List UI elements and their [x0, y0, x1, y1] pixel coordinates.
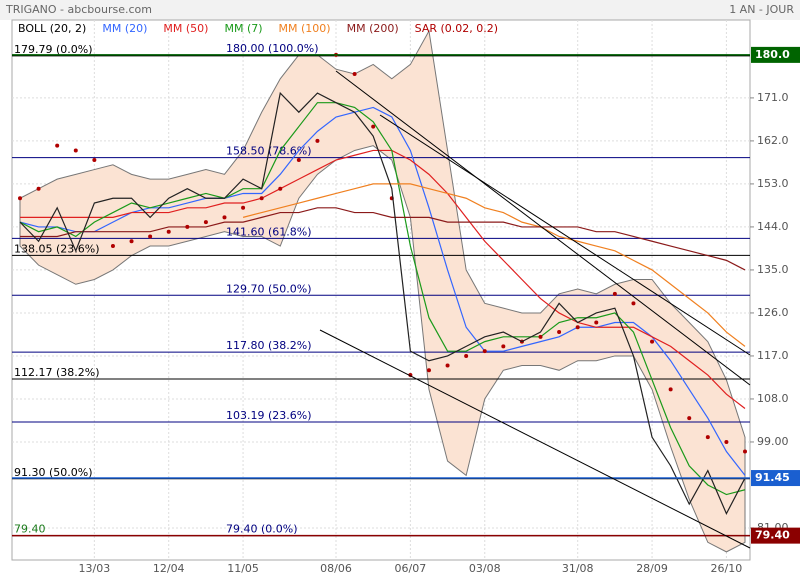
y-tick-label: 126.0: [757, 306, 789, 319]
sar-dot: [724, 439, 729, 444]
sar-dot: [278, 186, 283, 191]
price-marker: [751, 527, 800, 544]
sar-dot: [538, 334, 543, 339]
sar-dot: [185, 224, 190, 229]
legend-entry: SAR (0.02, 0.2): [415, 22, 498, 35]
legend-entry: MM (7): [224, 22, 262, 35]
y-tick-label: 108.0: [757, 392, 789, 405]
x-tick-label: 06/07: [395, 562, 427, 575]
legend-entry: BOLL (20, 2): [18, 22, 86, 35]
y-tick-label: 99.00: [757, 435, 789, 448]
legend-entry: MM (100): [279, 22, 331, 35]
series-line: [20, 207, 746, 271]
legend-entry: MM (20): [102, 22, 147, 35]
level-label: 138.05 (23.6%): [14, 242, 100, 255]
trendline: [319, 329, 751, 549]
sar-dot: [482, 349, 487, 354]
sar-dot: [743, 449, 747, 454]
level-label: 112.17 (38.2%): [14, 366, 100, 379]
sar-dot: [371, 124, 376, 129]
sar-dot: [18, 196, 22, 201]
sar-dot: [55, 143, 60, 148]
level-label: 141.60 (61.8%): [226, 225, 312, 238]
x-tick-label: 31/08: [562, 562, 594, 575]
series-line: [19, 91, 746, 516]
trendlines: [319, 70, 751, 549]
price-marker-label: 91.45: [755, 471, 790, 484]
y-tick-label: 135.0: [757, 263, 789, 276]
sar-dot: [594, 320, 599, 325]
sar-dot: [92, 158, 97, 163]
series-line: [20, 149, 746, 409]
sar-dot: [296, 158, 301, 163]
sar-dot: [222, 215, 227, 220]
x-tick-label: 26/10: [711, 562, 743, 575]
y-tick-label: 162.0: [757, 134, 789, 147]
level-label: 129.70 (50.0%): [226, 282, 312, 295]
x-tick-label: 03/08: [469, 562, 501, 575]
sar-dot: [315, 138, 320, 143]
sar-dot: [129, 239, 134, 244]
sar-dot: [445, 363, 450, 368]
trendline: [379, 114, 751, 356]
series-line: [19, 102, 746, 496]
level-label: 103.19 (23.6%): [226, 409, 312, 422]
sar-dot: [426, 368, 431, 373]
plot: 81.0099.00108.0117.0126.0135.0144.0153.0…: [12, 20, 800, 575]
level-label: 91.30 (50.0%): [14, 466, 93, 479]
sar-dot: [148, 234, 153, 239]
sar-dot: [557, 330, 562, 335]
price-marker-label: 180.0: [755, 48, 790, 61]
y-tick-label: 144.0: [757, 220, 789, 233]
y-tick-label: 153.0: [757, 177, 789, 190]
price-marker-label: 79.40: [755, 529, 790, 542]
sar-dot: [631, 301, 636, 306]
x-tick-label: 08/06: [320, 562, 352, 575]
legend-entry: MM (50): [163, 22, 208, 35]
legend: BOLL (20, 2) MM (20) MM (50) MM (7) MM (100)…: [18, 22, 498, 35]
sar-dot: [203, 220, 208, 225]
sar-dot: [73, 148, 78, 153]
y-tick-label: 117.0: [757, 349, 789, 362]
x-tick-label: 13/03: [79, 562, 111, 575]
x-tick-label: 12/04: [153, 562, 185, 575]
sar-dot: [501, 344, 506, 349]
top-bar: [0, 0, 800, 20]
sar-dot: [241, 205, 246, 210]
series-line: [242, 183, 746, 347]
price-marker: [751, 46, 800, 63]
sar-dot: [687, 416, 692, 421]
trendline: [335, 70, 751, 386]
sar-dot: [166, 229, 171, 234]
x-tick-label: 28/09: [636, 562, 668, 575]
sar-dot: [259, 196, 264, 201]
level-label: 179.79 (0.0%): [14, 43, 93, 56]
price-marker: [751, 470, 800, 487]
sar-dot: [705, 435, 710, 440]
level-label: 79.40 (0.0%): [226, 523, 298, 536]
x-tick-label: 11/05: [227, 562, 259, 575]
period: 1 AN - JOUR: [729, 3, 794, 16]
sar-dot: [650, 339, 655, 344]
sar-dot: [110, 244, 115, 249]
y-tick-label: 171.0: [757, 91, 789, 104]
level-label: 79.40: [14, 523, 46, 536]
level-label: 180.00 (100.0%): [226, 42, 319, 55]
sar-dot: [668, 387, 673, 392]
sar-dot: [612, 291, 617, 296]
sar-dot: [352, 72, 357, 76]
sar-dot: [464, 353, 469, 358]
legend-entry: MM (200): [347, 22, 399, 35]
level-label: 117.80 (38.2%): [226, 339, 312, 352]
sar-dot: [36, 186, 41, 191]
chart-title: TRIGANO - abcbourse.com: [5, 3, 152, 16]
sar-dot: [575, 325, 580, 330]
plot-frame: [11, 19, 751, 561]
